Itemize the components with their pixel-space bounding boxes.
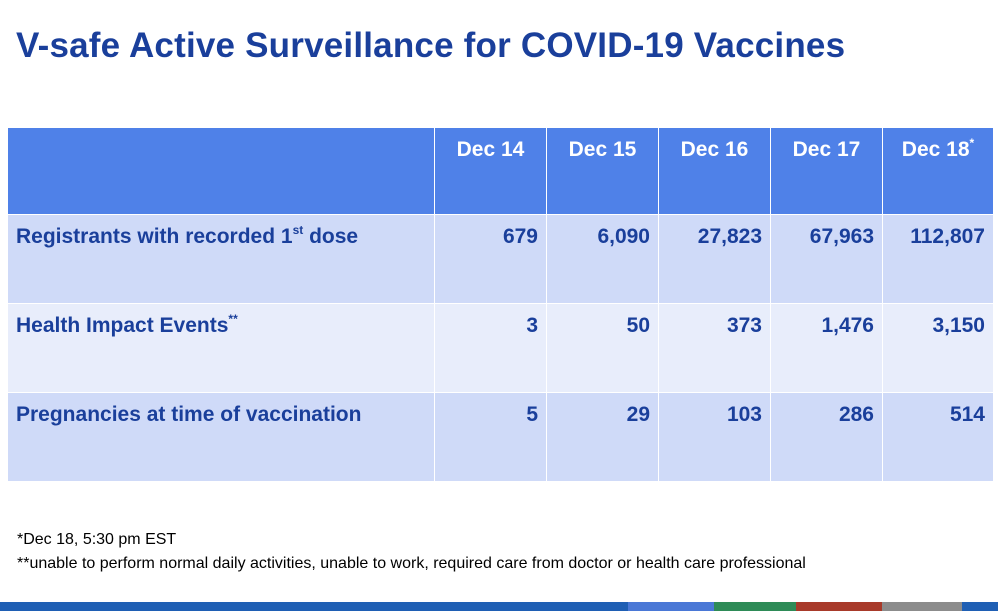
column-header: Dec 15	[546, 127, 659, 215]
bar-segment	[796, 602, 882, 611]
row-label: Pregnancies at time of vaccination	[7, 392, 435, 482]
table-row: Health Impact Events** 3 50 373 1,476 3,…	[7, 303, 994, 393]
surveillance-table: Dec 14 Dec 15 Dec 16 Dec 17 Dec 18* Regi…	[7, 127, 994, 482]
table-header-row: Dec 14 Dec 15 Dec 16 Dec 17 Dec 18*	[7, 127, 994, 215]
column-header: Dec 16	[658, 127, 771, 215]
table-cell: 514	[882, 392, 994, 482]
table-row: Registrants with recorded 1st dose 679 6…	[7, 214, 994, 304]
table-cell: 50	[546, 303, 659, 393]
bar-segment	[714, 602, 796, 611]
table-cell: 6,090	[546, 214, 659, 304]
column-header: Dec 14	[434, 127, 547, 215]
column-header: Dec 18*	[882, 127, 994, 215]
footnote-date: *Dec 18, 5:30 pm EST	[17, 531, 177, 548]
table-cell: 286	[770, 392, 883, 482]
table-row: Pregnancies at time of vaccination 5 29 …	[7, 392, 994, 482]
column-header: Dec 17	[770, 127, 883, 215]
table-cell: 3,150	[882, 303, 994, 393]
row-label: Health Impact Events**	[7, 303, 435, 393]
footnote-health-impact: **unable to perform normal daily activit…	[17, 555, 806, 572]
bottom-color-bar	[0, 602, 998, 611]
table-cell: 373	[658, 303, 771, 393]
table-cell: 1,476	[770, 303, 883, 393]
table-cell: 5	[434, 392, 547, 482]
table-cell: 103	[658, 392, 771, 482]
bar-segment	[962, 602, 998, 611]
bar-segment	[0, 602, 628, 611]
table-cell: 3	[434, 303, 547, 393]
table-cell: 679	[434, 214, 547, 304]
header-blank-cell	[7, 127, 435, 215]
bar-segment	[628, 602, 714, 611]
table-cell: 29	[546, 392, 659, 482]
table-cell: 112,807	[882, 214, 994, 304]
table-cell: 27,823	[658, 214, 771, 304]
row-label: Registrants with recorded 1st dose	[7, 214, 435, 304]
table-cell: 67,963	[770, 214, 883, 304]
page-title: V-safe Active Surveillance for COVID-19 …	[16, 26, 846, 65]
bar-segment	[882, 602, 962, 611]
footnotes: *Dec 18, 5:30 pm EST **unable to perform…	[17, 528, 806, 576]
